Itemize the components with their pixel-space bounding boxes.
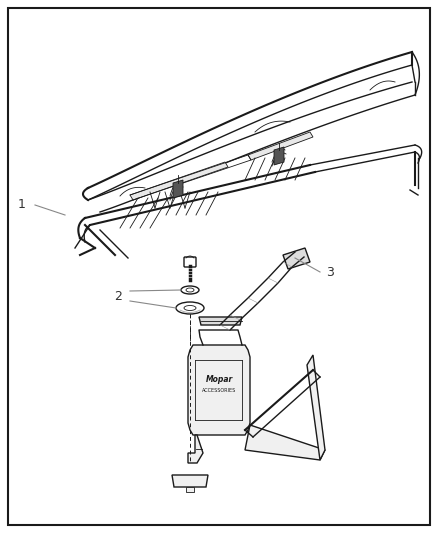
Polygon shape [199,317,242,325]
Ellipse shape [184,305,196,311]
Text: 2: 2 [114,289,122,303]
Text: ACCESSORIES: ACCESSORIES [202,387,237,392]
Text: 3: 3 [326,265,334,279]
FancyBboxPatch shape [184,257,196,267]
Ellipse shape [176,302,204,314]
Polygon shape [130,162,228,200]
Polygon shape [188,345,250,435]
Text: Mopar: Mopar [206,376,233,384]
Polygon shape [248,132,313,160]
Polygon shape [245,425,325,460]
Polygon shape [283,248,310,269]
Polygon shape [274,147,284,165]
Ellipse shape [186,288,194,292]
Polygon shape [307,355,325,460]
Ellipse shape [181,286,199,294]
Polygon shape [172,475,208,487]
Text: 1: 1 [18,198,26,212]
Circle shape [197,447,201,451]
Bar [186,487,194,492]
Polygon shape [173,180,183,198]
Polygon shape [188,435,203,463]
